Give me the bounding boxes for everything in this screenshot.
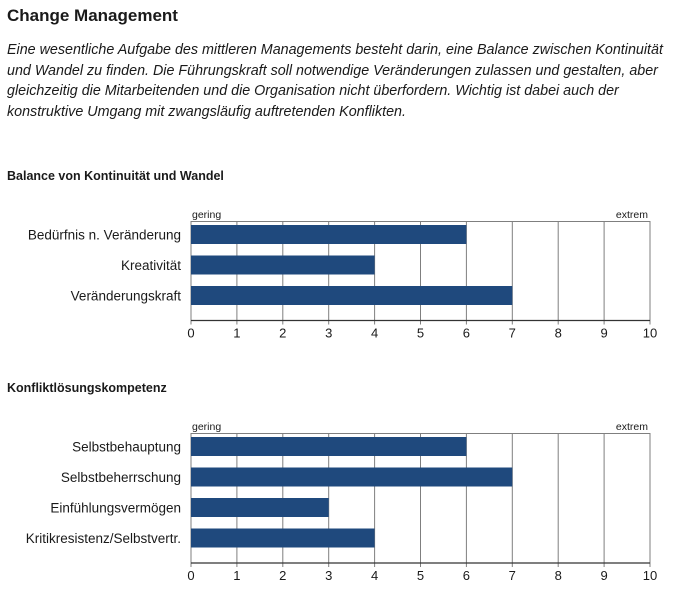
category-label: Einfühlungsvermögen xyxy=(50,501,181,516)
x-tick-label: 10 xyxy=(643,326,657,341)
x-tick-label: 7 xyxy=(509,326,516,341)
bar xyxy=(191,498,329,517)
x-tick-label: 2 xyxy=(279,568,286,583)
x-tick-label: 4 xyxy=(371,326,378,341)
x-tick-label: 4 xyxy=(371,568,378,583)
bar xyxy=(191,255,375,275)
category-label: Selbstbehauptung xyxy=(72,440,181,455)
x-tick-label: 1 xyxy=(233,568,240,583)
x-tick-label: 1 xyxy=(233,326,240,341)
x-tick-label: 2 xyxy=(279,326,286,341)
x-tick-label: 5 xyxy=(417,326,424,341)
scale-high-label: extrem xyxy=(616,421,648,433)
category-label: Kritikresistenz/Selbstvertr. xyxy=(26,531,181,546)
x-tick-label: 0 xyxy=(187,326,194,341)
x-tick-label: 10 xyxy=(643,568,657,583)
x-tick-label: 7 xyxy=(509,568,516,583)
x-tick-label: 3 xyxy=(325,326,332,341)
x-tick-label: 5 xyxy=(417,568,424,583)
category-label: Kreativität xyxy=(121,258,181,273)
balance-bar-chart: gering extrem 0 1 2 3 4 5 6 7 8 9 10 Bedürfnis n. Ver… xyxy=(28,209,657,341)
x-tick-label: 8 xyxy=(555,326,562,341)
intro-paragraph: Eine wesentliche Aufgabe des mittleren M… xyxy=(7,42,663,120)
bar xyxy=(191,528,375,548)
x-tick-label: 0 xyxy=(187,568,194,583)
x-tick-label: 3 xyxy=(325,568,332,583)
category-label: Selbstbeherrschung xyxy=(61,470,181,485)
category-label: Veränderungskraft xyxy=(71,289,182,304)
scale-low-label: gering xyxy=(192,209,221,221)
bar xyxy=(191,286,513,305)
konflikt-bar-chart: gering extrem 0 1 2 3 4 5 6 7 8 9 10 Selbstbehauptung… xyxy=(26,421,658,583)
section-title-konflikt: Konfliktlösungskompetenz xyxy=(7,381,167,395)
page-title: Change Management xyxy=(7,6,178,25)
x-tick-label: 9 xyxy=(600,326,607,341)
x-tick-label: 9 xyxy=(600,568,607,583)
x-tick-label: 6 xyxy=(463,326,470,341)
x-tick-label: 6 xyxy=(463,568,470,583)
x-tick-label: 8 xyxy=(555,568,562,583)
bar xyxy=(191,225,467,244)
bar xyxy=(191,437,467,456)
category-label: Bedürfnis n. Veränderung xyxy=(28,228,181,243)
bar xyxy=(191,467,513,487)
scale-high-label: extrem xyxy=(616,209,648,221)
scale-low-label: gering xyxy=(192,421,221,433)
section-title-balance: Balance von Kontinuität und Wandel xyxy=(7,169,224,183)
